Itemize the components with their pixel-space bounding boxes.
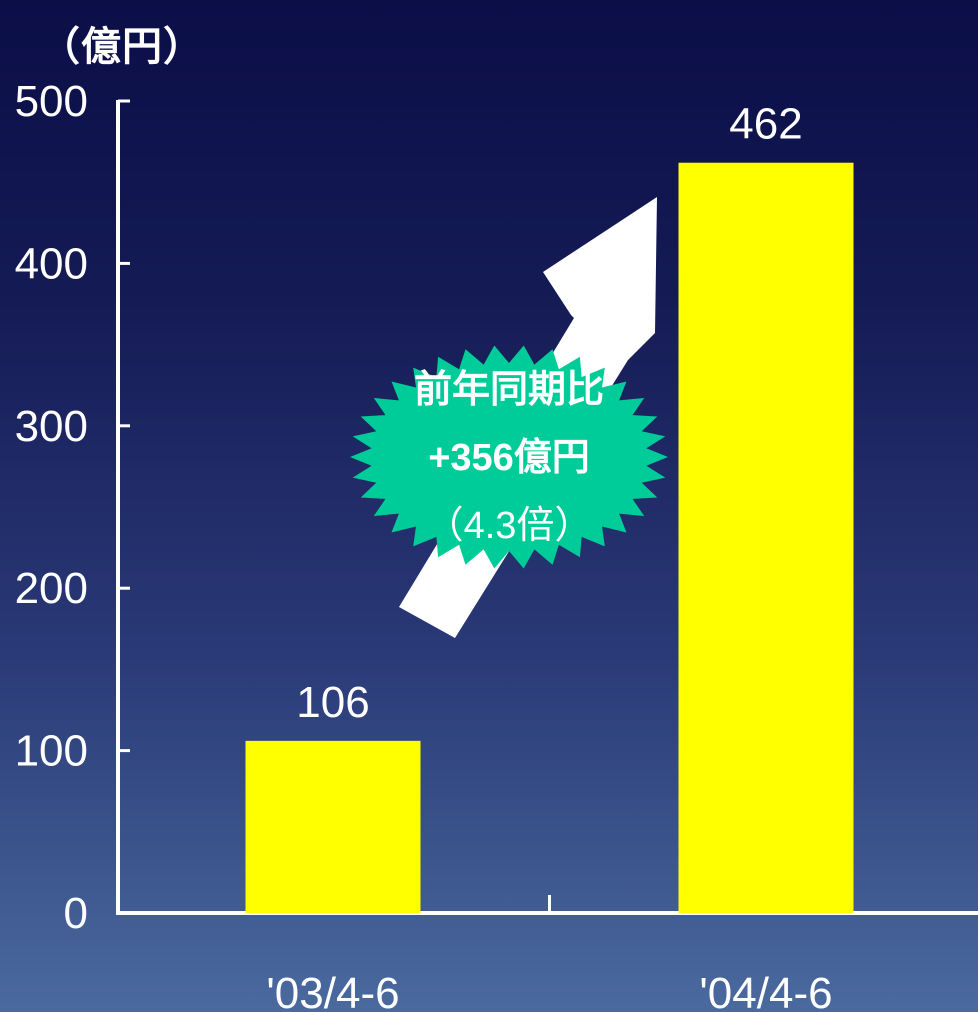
y-tick-label-400: 400 xyxy=(15,239,88,288)
chart-axes: 0 100 200 300 400 500 xyxy=(15,77,978,938)
y-axis-unit-label: （億円） xyxy=(40,25,204,69)
growth-annotation-text: 前年同期比 +356億円 （4.3倍） xyxy=(350,345,668,570)
bar-0 xyxy=(245,740,421,913)
bar-1 xyxy=(678,162,854,913)
annotation-line-yoy: 前年同期比 xyxy=(413,368,604,411)
y-tick-label-500: 500 xyxy=(15,77,88,126)
growth-annotation-badge: 前年同期比 +356億円 （4.3倍） xyxy=(350,345,668,570)
annotation-line-ratio: （4.3倍） xyxy=(425,504,593,547)
starburst-shape xyxy=(350,345,668,569)
annotation-line-diff: +356億円 xyxy=(428,436,590,479)
data-label-1: 462 xyxy=(729,100,802,149)
y-tick-label-100: 100 xyxy=(15,727,88,776)
data-label-0: 106 xyxy=(296,678,369,727)
y-tick-label-300: 300 xyxy=(15,402,88,451)
y-tick-label-0: 0 xyxy=(64,889,88,938)
x-category-label-1: '04/4-6 xyxy=(699,969,832,1012)
x-category-label-0: '03/4-6 xyxy=(266,969,399,1012)
chart-bars: 106 '03/4-6 462 '04/4-6 xyxy=(245,100,854,1012)
y-tick-label-200: 200 xyxy=(15,564,88,613)
